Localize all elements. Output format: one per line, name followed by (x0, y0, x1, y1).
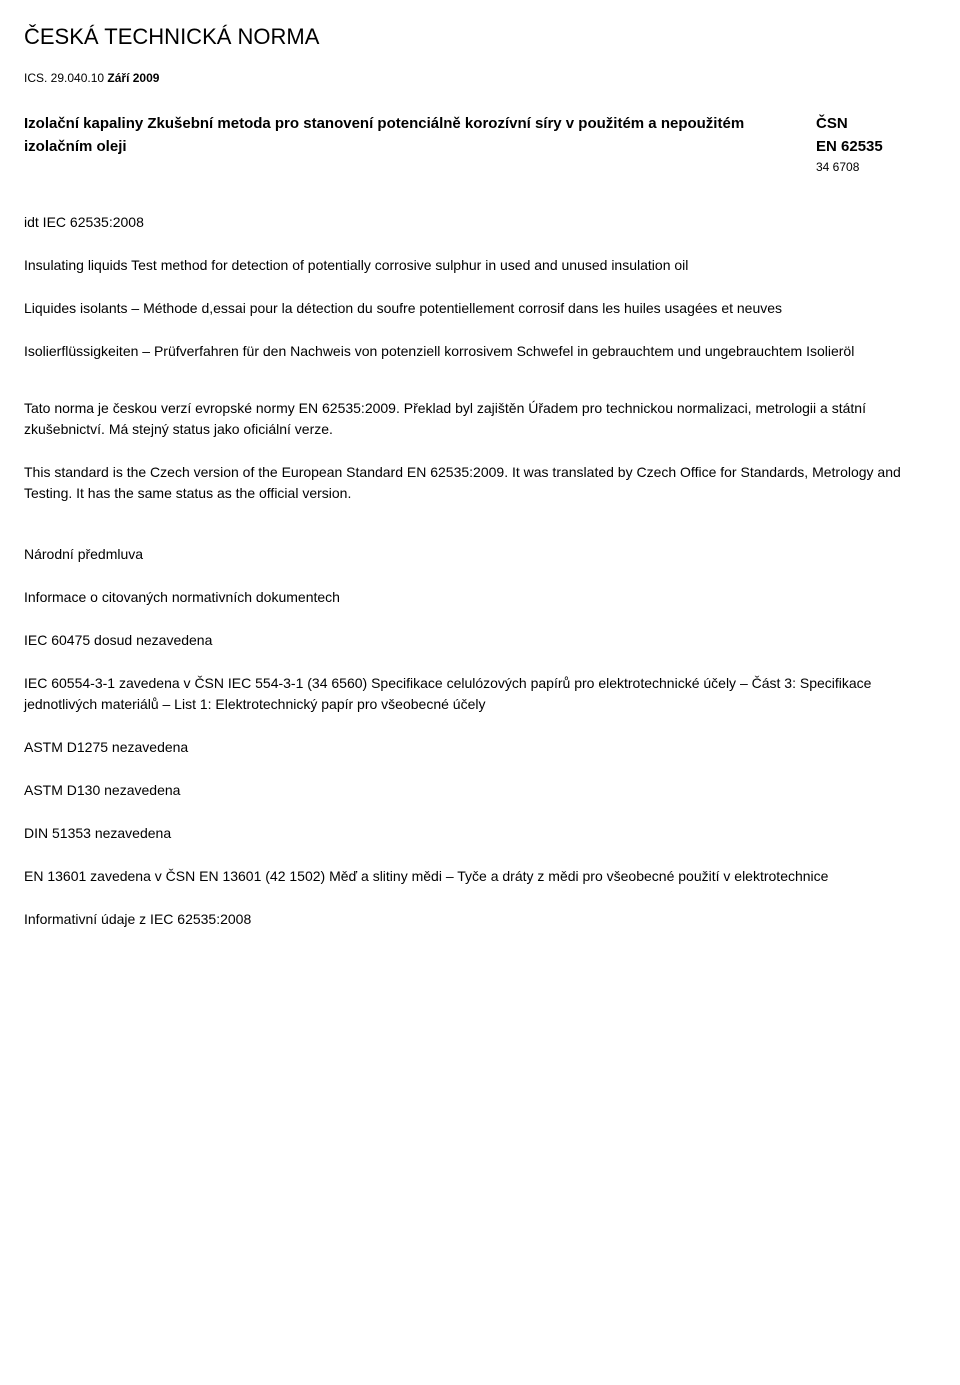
ics-label: ICS. 29.040.10 (24, 71, 104, 85)
lang-fr: Liquides isolants – Méthode d,essai pour… (24, 298, 936, 319)
lang-en: Insulating liquids Test method for detec… (24, 255, 936, 276)
header-left: Izolační kapaliny Zkušební metoda pro st… (24, 113, 816, 158)
header-row: Izolační kapaliny Zkušební metoda pro st… (24, 113, 936, 176)
standard-sub: 34 6708 (816, 158, 936, 176)
lang-de: Isolierflüssigkeiten – Prüfverfahren für… (24, 341, 936, 362)
ref-2: IEC 60554-3-1 zavedena v ČSN IEC 554-3-1… (24, 673, 936, 715)
preface-head: Národní předmluva (24, 544, 936, 565)
doc-title: ČESKÁ TECHNICKÁ NORMA (24, 20, 936, 53)
ref-1: IEC 60475 dosud nezavedena (24, 630, 936, 651)
standard-en: EN 62535 (816, 136, 936, 159)
ics-date: Září 2009 (107, 71, 159, 85)
ref-3: ASTM D1275 nezavedena (24, 737, 936, 758)
ref-4: ASTM D130 nezavedena (24, 780, 936, 801)
footer-line: Informativní údaje z IEC 62535:2008 (24, 909, 936, 930)
ref-5: DIN 51353 nezavedena (24, 823, 936, 844)
ref-6: EN 13601 zavedena v ČSN EN 13601 (42 150… (24, 866, 936, 887)
info-head: Informace o citovaných normativních doku… (24, 587, 936, 608)
standard-csn: ČSN (816, 113, 936, 136)
ics-line: ICS. 29.040.10 Září 2009 (24, 69, 936, 87)
cz-note: Tato norma je českou verzí evropské norm… (24, 398, 936, 440)
en-note: This standard is the Czech version of th… (24, 462, 936, 504)
header-right: ČSN EN 62535 34 6708 (816, 113, 936, 176)
idt-line: idt IEC 62535:2008 (24, 212, 936, 233)
